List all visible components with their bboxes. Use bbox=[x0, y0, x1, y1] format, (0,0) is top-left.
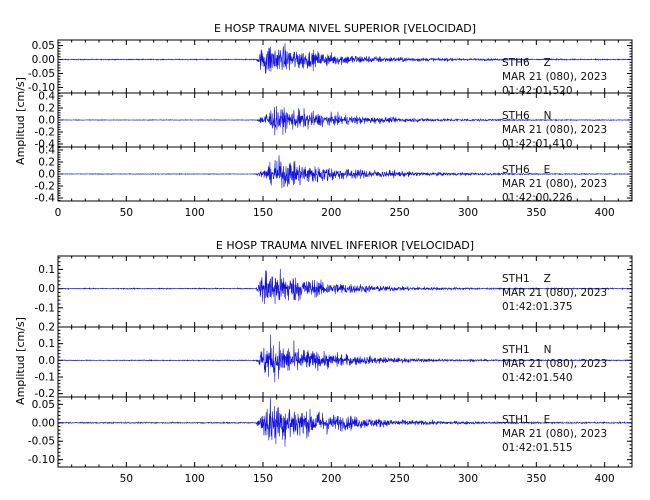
y-tick-label: -0.2 bbox=[35, 388, 56, 400]
station-component-label: STH1 N bbox=[502, 344, 552, 356]
x-tick-label: 400 bbox=[595, 207, 615, 219]
y-tick-label: 0.0 bbox=[38, 355, 55, 367]
trace-panel-sth6-e: 0.40.20.0-0.2-0.4 STH6 E MAR 21 (080), 2023… bbox=[35, 145, 633, 205]
component-name: N bbox=[544, 344, 552, 356]
y-tick-label: 0.2 bbox=[38, 103, 55, 115]
waveform-sth6-e bbox=[57, 155, 633, 189]
trace-panel-sth1-e: 0.05 0.00 -0.05 -0.10 STH1 E MAR 21 (080), 202… bbox=[28, 396, 633, 468]
waveform-sth1-z bbox=[57, 268, 632, 305]
panel-title-1: E HOSP TRAUMA NIVEL SUPERIOR [VELOCIDAD] bbox=[214, 22, 476, 35]
y-tick-label: 0.1 bbox=[38, 264, 55, 276]
x-tick-label: 300 bbox=[458, 473, 478, 485]
x-tick-label: 200 bbox=[321, 207, 341, 219]
component-name: E bbox=[544, 164, 551, 176]
x-tick-label: 200 bbox=[321, 473, 341, 485]
time-label: 01:42:01.520 bbox=[502, 85, 573, 97]
x-tick-label: 350 bbox=[526, 207, 546, 219]
y-tick-label: 0.05 bbox=[32, 399, 55, 411]
waveform-sth1-e bbox=[58, 397, 633, 447]
y-tick-label: 0.00 bbox=[32, 417, 55, 429]
station-component-label: STH6 N bbox=[502, 110, 552, 122]
x-tick-label: 350 bbox=[526, 473, 546, 485]
component-name: Z bbox=[544, 57, 551, 69]
waveform-sth6-z bbox=[57, 43, 633, 74]
y-tick-label: 0.2 bbox=[38, 322, 55, 334]
time-label: 01:42:01.410 bbox=[502, 138, 573, 150]
waveform-sth6-n bbox=[57, 105, 633, 136]
x-tick-label: 250 bbox=[390, 207, 410, 219]
time-label: 01:42:00.226 bbox=[502, 192, 573, 204]
trace-panel-sth6-z: 0.05 0.00 -0.05 -0.10 STH6 Z MAR 21 (080), 202… bbox=[28, 39, 633, 97]
y-tick-label: 0.05 bbox=[32, 40, 55, 52]
station-component-label: STH1 Z bbox=[502, 273, 551, 285]
x-tick-label: 0 bbox=[55, 207, 62, 219]
y-tick-label: -0.05 bbox=[28, 436, 55, 448]
y-tick-label: 0.0 bbox=[38, 115, 55, 127]
y-tick-label: -0.10 bbox=[28, 82, 55, 94]
date-label: MAR 21 (080), 2023 bbox=[502, 358, 607, 370]
x-tick-label: 250 bbox=[390, 473, 410, 485]
y-tick-label: 0.4 bbox=[38, 145, 55, 157]
station-name: STH1 bbox=[502, 344, 530, 356]
y-axis-label-2: Amplitud [cm/s] bbox=[14, 317, 27, 405]
time-label: 01:42:01.375 bbox=[502, 301, 573, 313]
y-tick-label: 0.2 bbox=[38, 157, 55, 169]
x-tick-label: 50 bbox=[120, 207, 133, 219]
y-tick-label: 0.00 bbox=[32, 54, 55, 66]
station-component-label: STH6 E bbox=[502, 164, 550, 176]
y-tick-label: -0.1 bbox=[35, 302, 56, 314]
x-tick-label: 300 bbox=[458, 207, 478, 219]
component-name: Z bbox=[544, 273, 551, 285]
station-component-label: STH1 E bbox=[502, 414, 550, 426]
x-tick-label: 100 bbox=[185, 207, 205, 219]
x-tick-label: 100 bbox=[185, 473, 205, 485]
y-tick-label: 0.0 bbox=[38, 169, 55, 181]
y-tick-label: 0.4 bbox=[38, 91, 55, 103]
x-tick-label: 50 bbox=[120, 473, 133, 485]
station-name: STH1 bbox=[502, 414, 530, 426]
y-tick-label: 0.1 bbox=[38, 338, 55, 350]
time-label: 01:42:01.515 bbox=[502, 442, 573, 454]
station-name: STH1 bbox=[502, 273, 530, 285]
y-tick-label: -0.4 bbox=[35, 193, 56, 205]
station-name: STH6 bbox=[502, 164, 530, 176]
y-axis-label-1: Amplitud [cm/s] bbox=[14, 77, 27, 165]
trace-panel-sth1-z: 0.1 0.0 -0.1 STH1 Z MAR 21 (080), 2023 01:42:0… bbox=[35, 255, 633, 328]
date-label: MAR 21 (080), 2023 bbox=[502, 428, 607, 440]
y-tick-label: -0.4 bbox=[35, 139, 56, 151]
panel-title-2: E HOSP TRAUMA NIVEL INFERIOR [VELOCIDAD] bbox=[216, 239, 474, 252]
date-label: MAR 21 (080), 2023 bbox=[502, 71, 607, 83]
x-tick-label: 150 bbox=[253, 207, 273, 219]
x-tick-label: 150 bbox=[253, 473, 273, 485]
station-name: STH6 bbox=[502, 57, 530, 69]
y-tick-label: -0.10 bbox=[28, 454, 55, 466]
y-tick-label: 0.0 bbox=[38, 283, 55, 295]
date-label: MAR 21 (080), 2023 bbox=[502, 178, 607, 190]
time-label: 01:42:01.540 bbox=[502, 372, 573, 384]
x-tick-label: 400 bbox=[595, 473, 615, 485]
station-component-label: STH6 Z bbox=[502, 57, 551, 69]
date-label: MAR 21 (080), 2023 bbox=[502, 124, 607, 136]
component-name: E bbox=[544, 414, 551, 426]
y-tick-label: -0.1 bbox=[35, 372, 56, 384]
waveform-sth1-n bbox=[57, 334, 633, 383]
date-label: MAR 21 (080), 2023 bbox=[502, 287, 607, 299]
y-tick-label: -0.05 bbox=[28, 68, 55, 80]
station-name: STH6 bbox=[502, 110, 530, 122]
y-tick-label: -0.2 bbox=[35, 181, 56, 193]
y-tick-label: -0.2 bbox=[35, 127, 56, 139]
component-name: N bbox=[544, 110, 552, 122]
